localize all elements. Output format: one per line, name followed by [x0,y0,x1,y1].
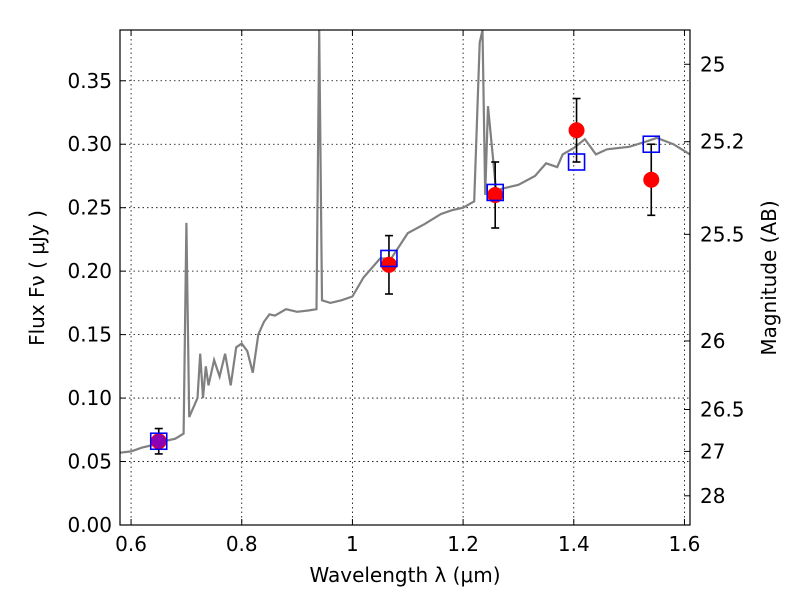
ticks [120,30,690,526]
data-point [568,122,585,139]
x-tick-label: 1.2 [447,532,479,556]
data-point [380,256,397,273]
model-square [149,432,168,451]
x-tick-label: 0.8 [226,532,258,556]
x-tick-label: 1.6 [669,532,701,556]
y-tick-label: 0.20 [67,259,112,283]
y-tick-label: 0.35 [67,69,112,93]
x-tick-label: 1.4 [558,532,590,556]
data-point [643,171,660,188]
model-square [567,153,586,171]
model-square [486,183,505,202]
right-tick-label: 26 [700,329,725,353]
plot-background [120,30,690,525]
y-tick-label: 0.25 [67,196,112,220]
data-point-overlap [151,434,166,449]
plot-frame [119,29,691,526]
right-axis-label: Magnitude (AB) [757,200,781,355]
model-square [642,135,661,154]
y-tick-label: 0.05 [67,450,112,474]
x-axis-label: Wavelength λ (μm) [309,563,500,587]
y-tick-label: 0.00 [67,513,112,537]
y-tick-label: 0.10 [67,386,112,410]
tick-labels: 0.6 0.8 1 1.2 1.4 1.6 0.00 0.05 0.10 0.15 0.20 0.25… [67,52,744,556]
x-tick-label: 1 [346,532,359,556]
model-square [380,249,398,268]
right-tick-label: 26.5 [700,398,745,422]
right-tick-label: 25.2 [700,130,745,154]
y-tick-label: 0.15 [67,323,112,347]
y-tick-label: 0.30 [67,132,112,156]
right-tick-label: 25 [700,52,725,76]
right-tick-label: 28 [700,484,725,508]
right-tick-label: 27 [700,439,725,463]
y-axis-label: Flux Fν ( μJy ) [25,210,49,346]
spectrum-line [120,30,690,454]
right-tick-label: 25.5 [700,222,745,246]
x-tick-label: 0.6 [115,532,147,556]
markers [149,97,661,455]
